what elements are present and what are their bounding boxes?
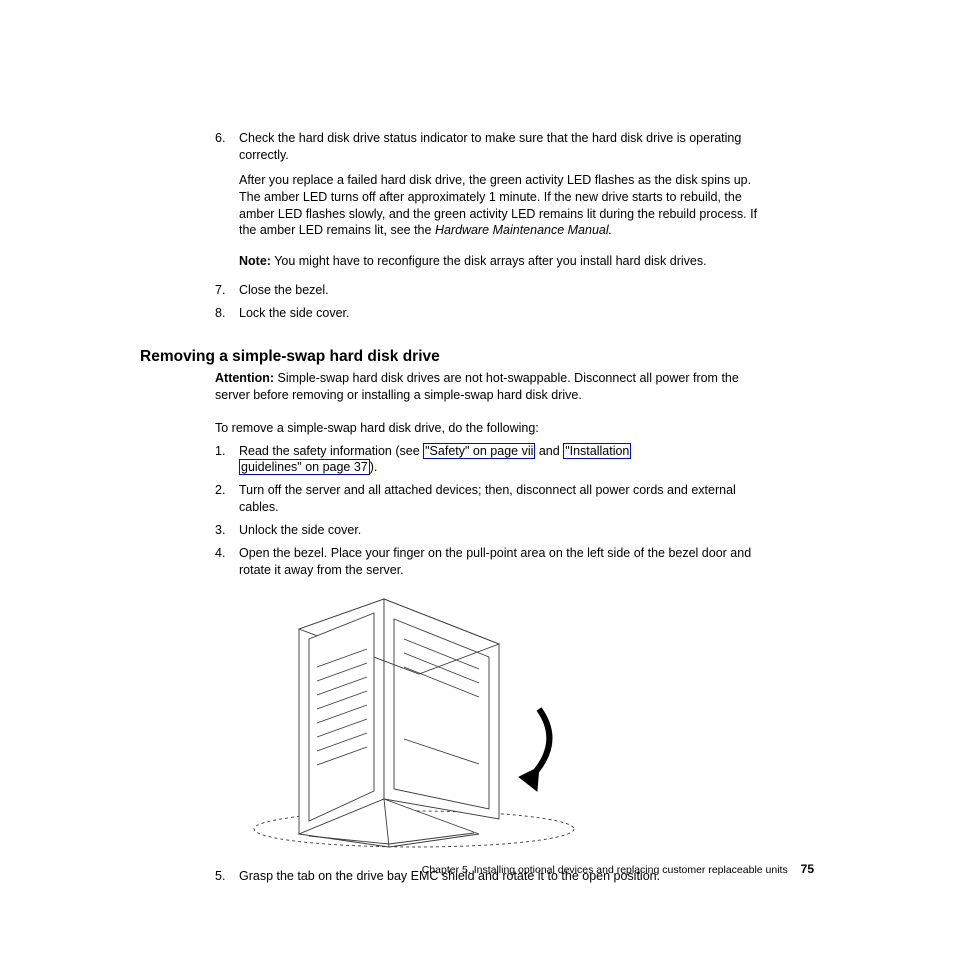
step-text: Check the hard disk drive status indicat… <box>239 130 760 276</box>
attention-label: Attention: <box>215 371 274 385</box>
page-number: 75 <box>801 862 814 876</box>
note-text: You might have to reconfigure the disk a… <box>271 254 707 268</box>
step-text: Turn off the server and all attached dev… <box>239 482 760 516</box>
page-body: 6. Check the hard disk drive status indi… <box>140 130 814 885</box>
step-num: 1. <box>215 443 239 477</box>
step-text: Close the bezel. <box>239 282 760 299</box>
step-l4: 4. Open the bezel. Place your finger on … <box>215 545 760 579</box>
step-num: 6. <box>215 130 239 276</box>
page-footer: Chapter 5. Installing optional devices a… <box>0 862 814 876</box>
link-safety[interactable]: "Safety" on page vii <box>423 443 535 459</box>
attention-block: Attention: Simple-swap hard disk drives … <box>215 370 760 885</box>
step-text-main: Check the hard disk drive status indicat… <box>239 131 741 162</box>
note: Note: You might have to reconfigure the … <box>239 253 760 270</box>
para-italic: Hardware Maintenance Manual. <box>435 223 612 237</box>
step-text: Lock the side cover. <box>239 305 760 322</box>
mid: and <box>535 444 563 458</box>
step-num: 7. <box>215 282 239 299</box>
upper-steps: 6. Check the hard disk drive status indi… <box>215 130 760 322</box>
intro: To remove a simple-swap hard disk drive,… <box>215 420 760 437</box>
attention: Attention: Simple-swap hard disk drives … <box>215 370 760 404</box>
server-illustration <box>239 589 639 851</box>
step-text: Unlock the side cover. <box>239 522 760 539</box>
step-para: After you replace a failed hard disk dri… <box>239 172 760 240</box>
step-text: Open the bezel. Place your finger on the… <box>239 545 760 579</box>
footer-text: Chapter 5. Installing optional devices a… <box>422 864 788 876</box>
figure-open-bezel <box>239 589 760 856</box>
step-num: 2. <box>215 482 239 516</box>
step-l3: 3. Unlock the side cover. <box>215 522 760 539</box>
note-label: Note: <box>239 254 271 268</box>
step-6: 6. Check the hard disk drive status indi… <box>215 130 760 276</box>
step-7: 7. Close the bezel. <box>215 282 760 299</box>
section-heading: Removing a simple-swap hard disk drive <box>140 348 814 366</box>
step-text: Read the safety information (see "Safety… <box>239 443 760 477</box>
step-l2: 2. Turn off the server and all attached … <box>215 482 760 516</box>
link-install-2[interactable]: guidelines" on page 37 <box>239 459 370 475</box>
step-num: 4. <box>215 545 239 579</box>
step-8: 8. Lock the side cover. <box>215 305 760 322</box>
attention-text: Simple-swap hard disk drives are not hot… <box>215 371 739 402</box>
pre: Read the safety information (see <box>239 444 423 458</box>
post: ). <box>370 460 378 474</box>
link-install-1[interactable]: "Installation <box>563 443 631 459</box>
step-num: 8. <box>215 305 239 322</box>
step-l1: 1. Read the safety information (see "Saf… <box>215 443 760 477</box>
step-num: 3. <box>215 522 239 539</box>
